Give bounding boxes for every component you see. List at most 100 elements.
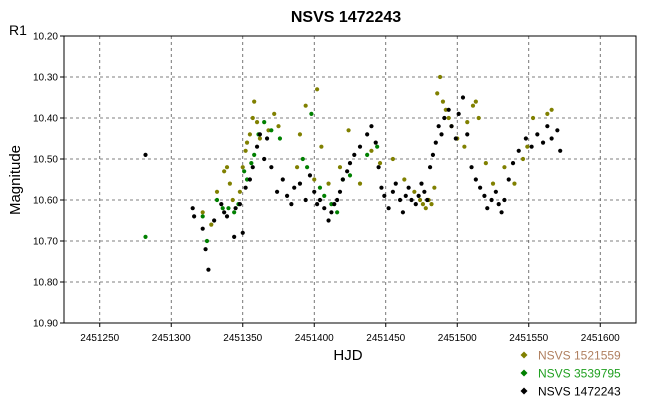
x-tick-label: 2451300 (152, 333, 191, 344)
data-point-nsvs-1521559 (200, 210, 205, 215)
data-point-nsvs-1521559 (254, 120, 260, 125)
data-point-nsvs-1521559 (490, 181, 496, 186)
axis-ticks: 2451250 2451300 2451350 2451400 2451450 24515… (33, 32, 620, 345)
data-point-nsvs-1472243 (493, 189, 498, 194)
data-point-nsvs-1521559 (243, 148, 248, 153)
data-point-nsvs-3539795 (269, 128, 274, 133)
data-point-nsvs-1521559 (530, 115, 536, 121)
data-point-nsvs-1472243 (540, 140, 546, 145)
data-point-nsvs-1472243 (427, 165, 433, 170)
band-label: R1 (9, 22, 27, 38)
data-point-nsvs-1472243 (453, 136, 458, 141)
data-point-nsvs-1472243 (379, 185, 384, 190)
data-point-nsvs-1521559 (420, 202, 426, 207)
data-point-nsvs-1472243 (250, 165, 255, 170)
data-point-nsvs-1472243 (206, 267, 211, 272)
data-point-nsvs-1472243 (203, 247, 208, 252)
data-point-nsvs-1521559 (412, 189, 417, 194)
x-tick-label: 2451350 (223, 333, 262, 344)
data-point-nsvs-1472243 (369, 124, 374, 129)
y-tick-label: 10.50 (33, 155, 58, 166)
data-point-nsvs-3539795 (226, 206, 231, 211)
data-point-nsvs-1521559 (476, 115, 481, 121)
data-point-nsvs-1472243 (233, 206, 238, 211)
data-point-nsvs-1521559 (303, 103, 308, 108)
data-point-nsvs-1521559 (390, 156, 395, 162)
data-point-nsvs-1472243 (143, 152, 148, 157)
data-point-nsvs-1521559 (247, 132, 252, 137)
data-point-nsvs-1521559 (483, 161, 488, 166)
chart-title: NSVS 1472243 (291, 9, 401, 26)
x-tick-label: 2451400 (295, 333, 334, 344)
data-point-nsvs-1521559 (377, 161, 383, 166)
data-point-nsvs-3539795 (322, 193, 327, 198)
data-point-nsvs-1472243 (352, 152, 357, 157)
data-point-nsvs-1472243 (240, 230, 245, 235)
data-point-nsvs-1521559 (402, 177, 407, 182)
data-point-nsvs-1472243 (413, 202, 418, 207)
data-point-nsvs-1521559 (545, 111, 550, 116)
data-point-nsvs-3539795 (214, 197, 220, 203)
x-axis-title: HJD (333, 347, 362, 364)
data-point-nsvs-1472243 (397, 197, 403, 203)
x-tick-label: 2451250 (80, 333, 119, 344)
data-point-nsvs-1472243 (510, 161, 516, 166)
data-point-nsvs-1521559 (244, 140, 250, 145)
data-point-nsvs-1472243 (386, 206, 391, 211)
legend-label-nsvs-1521559: NSVS 1521559 (538, 349, 621, 363)
data-point-nsvs-3539795 (300, 156, 305, 162)
y-tick-label: 10.20 (33, 32, 58, 43)
data-point-nsvs-1521559 (549, 107, 554, 112)
data-point-nsvs-1472243 (289, 202, 294, 207)
data-point-nsvs-1521559 (312, 177, 317, 182)
data-point-nsvs-1472243 (303, 197, 308, 203)
data-point-nsvs-1472243 (555, 128, 560, 133)
data-point-nsvs-1472243 (376, 165, 381, 170)
data-point-nsvs-1521559 (346, 128, 351, 133)
data-point-nsvs-1472243 (456, 111, 461, 116)
data-point-nsvs-1472243 (460, 95, 466, 100)
data-point-nsvs-1521559 (465, 120, 470, 125)
data-point-nsvs-1472243 (535, 132, 540, 137)
data-point-nsvs-1521559 (423, 206, 428, 211)
data-point-nsvs-1521559 (369, 148, 374, 153)
data-point-nsvs-1472243 (403, 193, 408, 198)
data-point-nsvs-1472243 (439, 132, 444, 137)
x-tick-label: 2451500 (438, 333, 477, 344)
data-point-nsvs-1472243 (409, 197, 414, 203)
data-point-nsvs-3539795 (365, 152, 370, 157)
data-point-nsvs-1472243 (506, 177, 511, 182)
legend: NSVS 1521559 NSVS 3539795 NSVS 1472243 (520, 349, 621, 399)
data-point-nsvs-1472243 (365, 132, 370, 137)
data-point-nsvs-1472243 (433, 140, 438, 145)
data-point-nsvs-1472243 (489, 197, 494, 203)
data-point-nsvs-1521559 (417, 197, 423, 203)
x-tick-label: 2451600 (581, 333, 620, 344)
data-point-nsvs-1472243 (502, 197, 507, 203)
data-point-nsvs-1521559 (276, 124, 281, 129)
data-point-nsvs-1472243 (419, 181, 424, 186)
data-point-nsvs-3539795 (204, 238, 210, 244)
data-point-nsvs-1472243 (274, 189, 280, 194)
x-tick-label: 2451450 (366, 333, 405, 344)
data-point-nsvs-3539795 (375, 144, 380, 149)
data-point-nsvs-3539795 (220, 206, 225, 211)
data-point-nsvs-1472243 (254, 144, 260, 149)
data-point-nsvs-1472243 (192, 214, 197, 219)
data-point-nsvs-1472243 (442, 115, 447, 121)
data-point-nsvs-1521559 (222, 169, 227, 174)
data-point-nsvs-1472243 (473, 177, 478, 182)
y-tick-label: 10.60 (33, 196, 58, 207)
data-point-nsvs-1521559 (440, 99, 446, 104)
data-point-nsvs-1472243 (332, 202, 337, 207)
data-point-nsvs-1521559 (525, 144, 530, 149)
data-point-nsvs-1521559 (512, 181, 517, 186)
legend-label-nsvs-3539795: NSVS 3539795 (538, 367, 621, 381)
data-point-nsvs-1521559 (224, 165, 230, 170)
data-point-nsvs-1472243 (297, 181, 303, 186)
data-point-nsvs-1521559 (473, 99, 478, 104)
data-point-nsvs-1472243 (406, 185, 411, 190)
data-point-nsvs-1472243 (345, 169, 350, 174)
data-point-nsvs-1472243 (264, 136, 270, 141)
